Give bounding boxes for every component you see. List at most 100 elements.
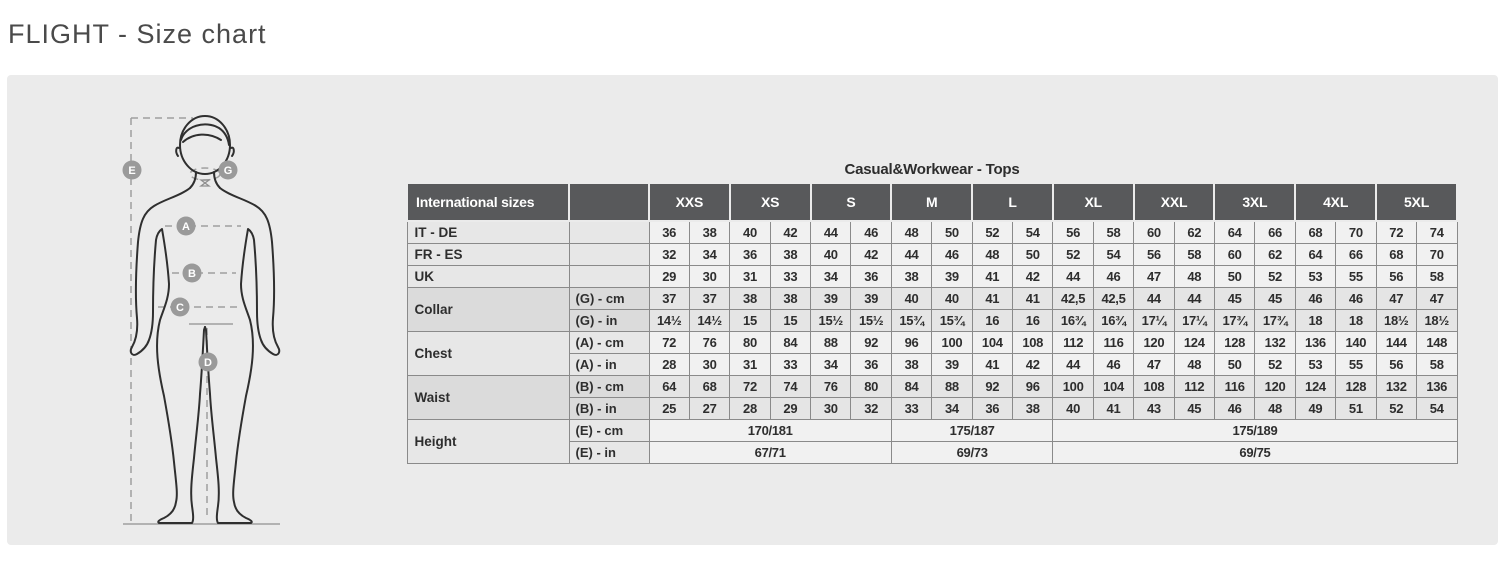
header-size-s: S bbox=[809, 182, 893, 222]
size-value-cell: 124 bbox=[1173, 331, 1215, 354]
size-value-cell: 15½ bbox=[850, 309, 892, 332]
size-value-cell: 54 bbox=[1415, 397, 1458, 420]
size-value-cell: 84 bbox=[890, 375, 933, 398]
size-value-cell: 38 bbox=[890, 265, 933, 288]
size-value-cell: 30 bbox=[688, 353, 731, 376]
size-value-cell: 58 bbox=[1092, 220, 1135, 244]
body-measurement-diagram: E G A B C D bbox=[122, 115, 281, 525]
size-value-cell: 28 bbox=[648, 353, 690, 376]
size-value-cell: 53 bbox=[1294, 353, 1337, 376]
size-span-cell: 69/73 bbox=[890, 441, 1054, 464]
size-value-cell: 51 bbox=[1335, 397, 1377, 420]
size-value-cell: 112 bbox=[1052, 331, 1094, 354]
size-value-cell: 47 bbox=[1415, 287, 1458, 310]
size-span-cell: 67/71 bbox=[648, 441, 892, 464]
size-value-cell: 80 bbox=[729, 331, 771, 354]
size-value-cell: 108 bbox=[1012, 331, 1054, 354]
page-header: FLIGHT - Size chart bbox=[0, 0, 1505, 68]
size-chart-panel: E G A B C D Casual&Workwear - Tops bbox=[7, 75, 1498, 545]
size-value-cell: 120 bbox=[1133, 331, 1175, 354]
size-value-cell: 17¾ bbox=[1254, 309, 1296, 332]
size-value-cell: 70 bbox=[1335, 220, 1377, 244]
size-value-cell: 44 bbox=[1052, 265, 1094, 288]
size-value-cell: 48 bbox=[971, 243, 1014, 266]
row-unit bbox=[568, 220, 650, 244]
header-size-xl: XL bbox=[1051, 182, 1135, 222]
size-value-cell: 116 bbox=[1092, 331, 1135, 354]
size-span-cell: 69/75 bbox=[1052, 441, 1458, 464]
size-value-cell: 31 bbox=[729, 353, 771, 376]
size-value-cell: 41 bbox=[1092, 397, 1135, 420]
size-value-cell: 44 bbox=[1133, 287, 1175, 310]
size-value-cell: 18½ bbox=[1375, 309, 1417, 332]
size-value-cell: 72 bbox=[1375, 220, 1417, 244]
size-value-cell: 16 bbox=[971, 309, 1014, 332]
header-size-m: M bbox=[890, 182, 974, 222]
size-value-cell: 62 bbox=[1173, 220, 1215, 244]
size-value-cell: 136 bbox=[1415, 375, 1458, 398]
size-value-cell: 132 bbox=[1254, 331, 1296, 354]
size-value-cell: 28 bbox=[729, 397, 771, 420]
measurement-badge-B: B bbox=[182, 263, 202, 283]
size-value-cell: 60 bbox=[1213, 243, 1256, 266]
svg-text:C: C bbox=[176, 302, 184, 314]
svg-text:G: G bbox=[224, 165, 233, 177]
size-value-cell: 39 bbox=[931, 265, 973, 288]
size-value-cell: 27 bbox=[688, 397, 731, 420]
measurement-badge-G: G bbox=[218, 160, 238, 180]
size-value-cell: 68 bbox=[688, 375, 731, 398]
table-row: (G) - in 14½ 14½ 15 15 15½ 15½ 15¾ 15¾ 16 16 16¾ 16¾… bbox=[407, 309, 1458, 332]
size-value-cell: 116 bbox=[1213, 375, 1256, 398]
size-value-cell: 34 bbox=[810, 353, 852, 376]
measurement-badge-D: D bbox=[198, 352, 218, 372]
header-international-sizes: International sizes bbox=[406, 182, 570, 222]
size-value-cell: 46 bbox=[1294, 287, 1337, 310]
size-value-cell: 34 bbox=[810, 265, 852, 288]
size-value-cell: 96 bbox=[1012, 375, 1054, 398]
human-figure bbox=[129, 115, 281, 524]
size-value-cell: 88 bbox=[931, 375, 973, 398]
row-unit: (G) - cm bbox=[568, 287, 650, 310]
size-value-cell: 38 bbox=[769, 243, 812, 266]
row-unit: (E) - in bbox=[568, 441, 650, 464]
size-value-cell: 48 bbox=[1254, 397, 1296, 420]
size-value-cell: 14½ bbox=[688, 309, 731, 332]
size-value-cell: 44 bbox=[1052, 353, 1094, 376]
size-value-cell: 17¼ bbox=[1173, 309, 1215, 332]
size-value-cell: 68 bbox=[1375, 243, 1417, 266]
size-table-section: Casual&Workwear - Tops International siz… bbox=[406, 161, 1458, 464]
row-unit bbox=[568, 265, 650, 288]
size-value-cell: 45 bbox=[1173, 397, 1215, 420]
measurement-badge-A: A bbox=[176, 216, 196, 236]
size-value-cell: 16 bbox=[1012, 309, 1054, 332]
row-unit: (A) - cm bbox=[568, 331, 650, 354]
size-value-cell: 104 bbox=[971, 331, 1014, 354]
size-value-cell: 47 bbox=[1375, 287, 1417, 310]
size-value-cell: 56 bbox=[1375, 265, 1417, 288]
size-value-cell: 112 bbox=[1173, 375, 1215, 398]
table-header-row: International sizes XXS XS S M L XL XXL 3XL 4XL 5… bbox=[406, 182, 1458, 222]
size-value-cell: 41 bbox=[971, 353, 1014, 376]
size-value-cell: 37 bbox=[688, 287, 731, 310]
size-value-cell: 64 bbox=[1294, 243, 1337, 266]
size-value-cell: 14½ bbox=[648, 309, 690, 332]
size-value-cell: 66 bbox=[1335, 243, 1377, 266]
size-value-cell: 84 bbox=[769, 331, 812, 354]
size-value-cell: 45 bbox=[1254, 287, 1296, 310]
size-table-body: IT - DE 36 38 40 42 44 46 48 50 52 54 56 58 60 62 64 66 6… bbox=[406, 220, 1458, 464]
size-value-cell: 80 bbox=[850, 375, 892, 398]
size-value-cell: 56 bbox=[1052, 220, 1094, 244]
size-value-cell: 46 bbox=[850, 220, 892, 244]
table-row: (B) - in 25 27 28 29 30 32 33 34 36 38 40 41 43 45 46 48… bbox=[407, 397, 1458, 420]
row-unit: (B) - in bbox=[568, 397, 650, 420]
size-value-cell: 54 bbox=[1012, 220, 1054, 244]
svg-text:D: D bbox=[204, 357, 212, 369]
header-size-l: L bbox=[971, 182, 1054, 222]
size-value-cell: 36 bbox=[850, 353, 892, 376]
size-value-cell: 40 bbox=[729, 220, 771, 244]
size-value-cell: 32 bbox=[648, 243, 690, 266]
size-span-cell: 175/187 bbox=[890, 419, 1054, 442]
size-value-cell: 50 bbox=[1213, 353, 1256, 376]
size-value-cell: 64 bbox=[1213, 220, 1256, 244]
size-value-cell: 76 bbox=[688, 331, 731, 354]
